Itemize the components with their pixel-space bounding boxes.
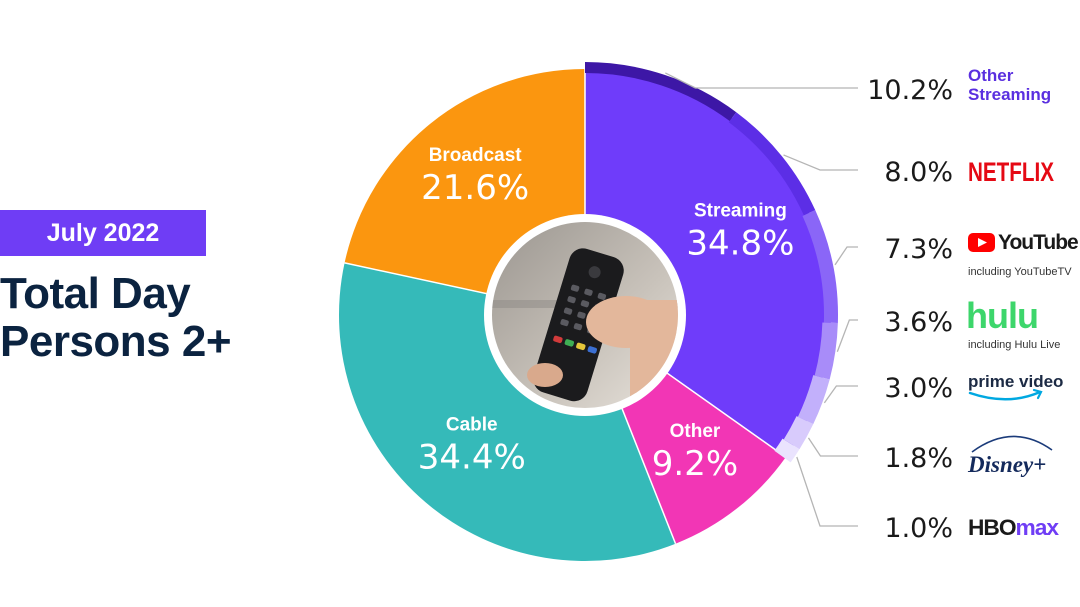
streaming-value-disney: 1.8% xyxy=(884,443,953,474)
streaming-value-prime-video: 3.0% xyxy=(884,373,953,404)
disney-arc-icon xyxy=(971,435,1053,453)
slice-other xyxy=(620,370,786,544)
other-streaming-label-line: Other xyxy=(968,66,1014,85)
category-name-broadcast: Broadcast xyxy=(429,145,523,166)
youtube-wordmark: YouTube xyxy=(998,231,1078,254)
streaming-segment-hulu xyxy=(814,322,838,380)
leader-line-hbo-max xyxy=(796,456,858,527)
disney-logo: Disney+ xyxy=(967,435,1053,477)
leader-lines xyxy=(665,72,858,527)
prime-video-wordmark: prime video xyxy=(968,372,1063,391)
leader-line-other-streaming xyxy=(665,72,858,89)
leader-line-prime-video xyxy=(823,385,858,404)
youtube-logo: YouTube xyxy=(968,231,1079,254)
leader-line-youtube xyxy=(834,246,858,266)
category-value-other: 9.2% xyxy=(652,444,738,484)
prime-smile-icon xyxy=(968,390,1042,401)
category-name-streaming: Streaming xyxy=(694,201,787,222)
leader-line-netflix xyxy=(783,154,858,171)
streaming-breakdown-ring xyxy=(585,62,839,463)
slice-cable xyxy=(338,262,676,561)
streaming-segment-hbo-max xyxy=(774,438,800,463)
netflix-logo: NETFLIX xyxy=(968,157,1054,187)
leader-line-disney xyxy=(807,437,858,457)
streaming-segment-other-streaming xyxy=(585,62,737,122)
other-streaming-label-line: Streaming xyxy=(968,85,1051,104)
streaming-value-hbo-max: 1.0% xyxy=(884,513,953,544)
max-part: max xyxy=(1016,515,1060,540)
page-title: Total Day Persons 2+ xyxy=(0,269,232,366)
streaming-segment-netflix xyxy=(728,112,816,216)
category-name-other: Other xyxy=(670,421,721,442)
category-value-broadcast: 21.6% xyxy=(421,168,529,208)
hbo-max-logo: HBOmax xyxy=(968,515,1061,540)
main-slices xyxy=(338,69,831,561)
streaming-value-youtube: 7.3% xyxy=(884,234,953,265)
streaming-note-youtube: including YouTubeTV xyxy=(968,266,1072,278)
netflix-wordmark: NETFLIX xyxy=(968,157,1054,187)
leader-line-hulu xyxy=(836,319,858,352)
streaming-segment-disney xyxy=(783,416,814,450)
hbo-max-wordmark: HBOmax xyxy=(968,515,1060,540)
streaming-segment-youtube xyxy=(802,210,839,323)
date-badge: July 2022 xyxy=(0,210,206,256)
hulu-logo: hulu xyxy=(966,295,1039,336)
streaming-segment-prime-video xyxy=(797,375,830,425)
hulu-wordmark: hulu xyxy=(966,295,1038,336)
streaming-value-netflix: 8.0% xyxy=(884,157,953,188)
slice-streaming xyxy=(585,69,831,458)
streaming-note-hulu: including Hulu Live xyxy=(968,339,1060,351)
streaming-value-hulu: 3.6% xyxy=(884,307,953,338)
category-name-cable: Cable xyxy=(446,414,498,435)
disney-plus-wordmark: Disney+ xyxy=(967,452,1046,477)
title-line-2: Persons 2+ xyxy=(0,317,232,366)
category-value-streaming: 34.8% xyxy=(686,224,794,264)
title-line-1: Total Day xyxy=(0,269,191,318)
center-photo xyxy=(484,214,686,416)
streaming-value-other-streaming: 10.2% xyxy=(867,75,953,106)
play-triangle-icon xyxy=(978,238,987,247)
prime-arrow-icon xyxy=(1032,388,1043,400)
category-value-cable: 34.4% xyxy=(418,437,526,477)
prime-video-logo: prime video xyxy=(968,372,1063,401)
hbo-part: HBO xyxy=(968,515,1016,540)
